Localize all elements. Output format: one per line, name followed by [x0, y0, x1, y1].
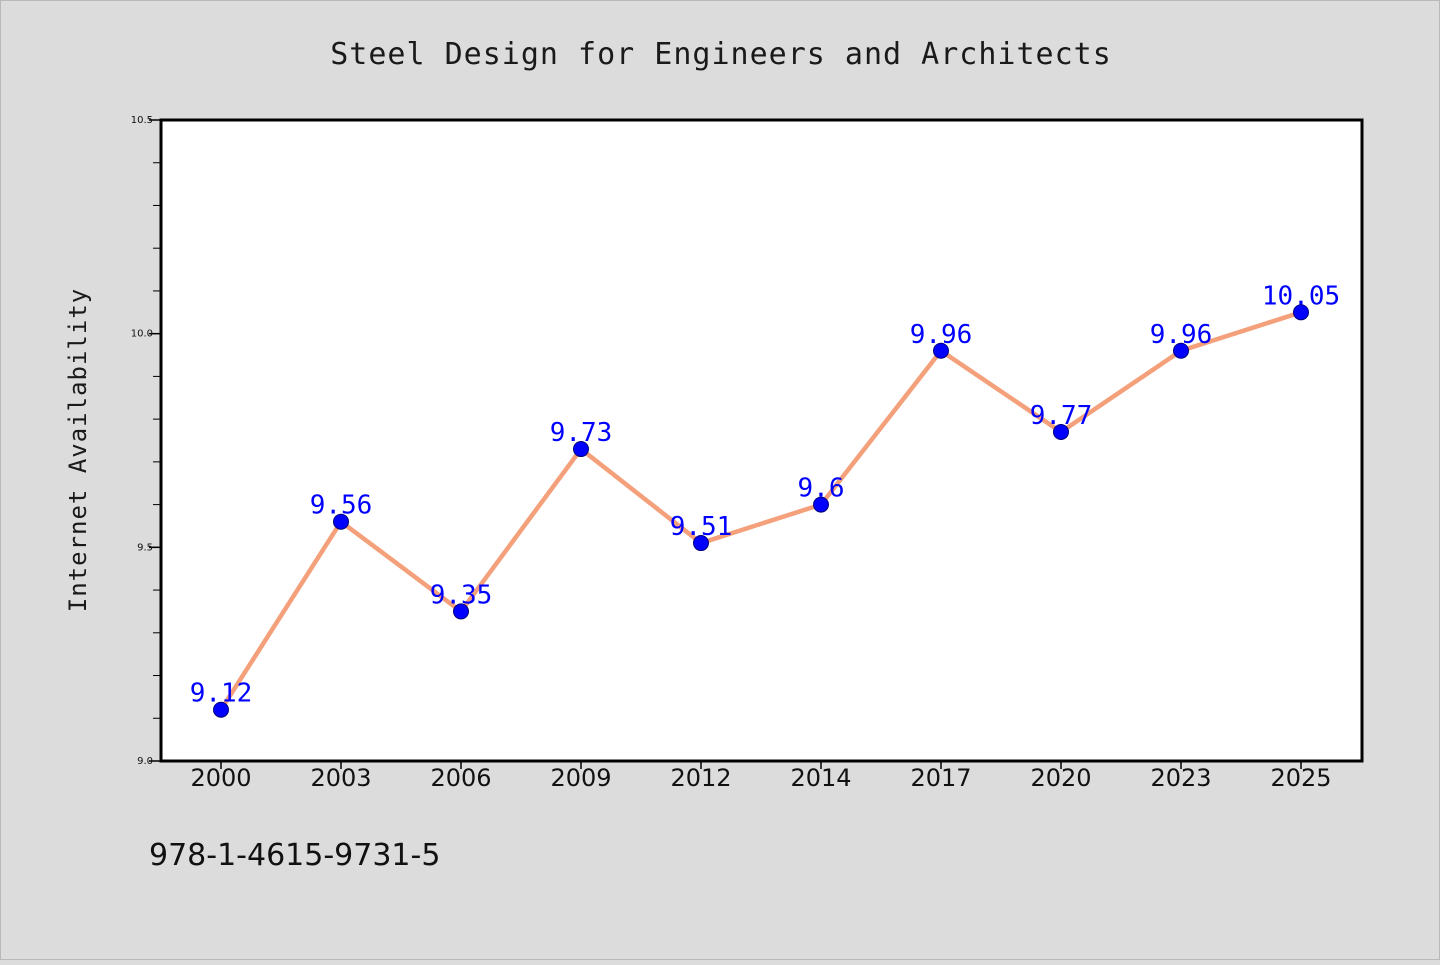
y-tick-label: 9.0	[137, 756, 153, 767]
x-tick-label: 2023	[1150, 764, 1211, 792]
chart-title: Steel Design for Engineers and Architect…	[330, 37, 1112, 72]
data-point	[213, 701, 229, 718]
data-label: 9.73	[550, 418, 613, 448]
x-ticks: 2000 2003 2006 2009 2012 2014 2017 2020 2023 2025	[190, 761, 1332, 792]
x-tick-label: 2006	[430, 764, 491, 792]
y-tick-label: 10.5	[131, 115, 153, 126]
x-tick-label: 2020	[1030, 764, 1091, 792]
y-major-ticks: 9.0 9.5 10.0 10.5	[131, 115, 161, 767]
data-point	[1293, 304, 1309, 321]
data-labels: 9.12 9.56 9.35 9.73 9.51 9.6 9.96 9.77 9.96 10.05	[190, 281, 1340, 708]
data-point	[333, 513, 349, 530]
data-label: 10.05	[1262, 281, 1340, 311]
data-label: 9.77	[1030, 401, 1093, 431]
x-tick-label: 2012	[670, 764, 731, 792]
data-label: 9.12	[190, 679, 253, 709]
plot-frame	[159, 118, 1364, 763]
series-line	[218, 310, 1304, 712]
y-tick-label: 9.5	[137, 542, 153, 553]
isbn-text: 978-1-4615-9731-5	[149, 838, 440, 873]
data-label: 9.51	[670, 512, 733, 542]
data-point	[693, 535, 709, 552]
x-tick-label: 2003	[310, 764, 371, 792]
data-label: 9.35	[430, 580, 493, 610]
y-axis-label: Internet Availability	[64, 288, 92, 612]
data-label: 9.56	[310, 491, 373, 521]
data-label: 9.96	[910, 320, 973, 350]
data-point	[1173, 342, 1189, 359]
data-point	[933, 342, 949, 359]
data-label: 9.6	[798, 474, 845, 504]
data-point	[1053, 423, 1069, 440]
data-label: 9.96	[1150, 320, 1213, 350]
data-markers	[213, 304, 1309, 718]
x-tick-label: 2025	[1270, 764, 1331, 792]
plot-area	[161, 120, 1362, 761]
x-tick-label: 2017	[910, 764, 971, 792]
data-point	[813, 496, 829, 513]
data-point	[453, 603, 469, 620]
data-point	[573, 441, 589, 458]
x-tick-label: 2009	[550, 764, 611, 792]
y-tick-label: 10.0	[131, 329, 153, 340]
x-tick-label: 2000	[190, 764, 251, 792]
x-tick-label: 2014	[790, 764, 851, 792]
